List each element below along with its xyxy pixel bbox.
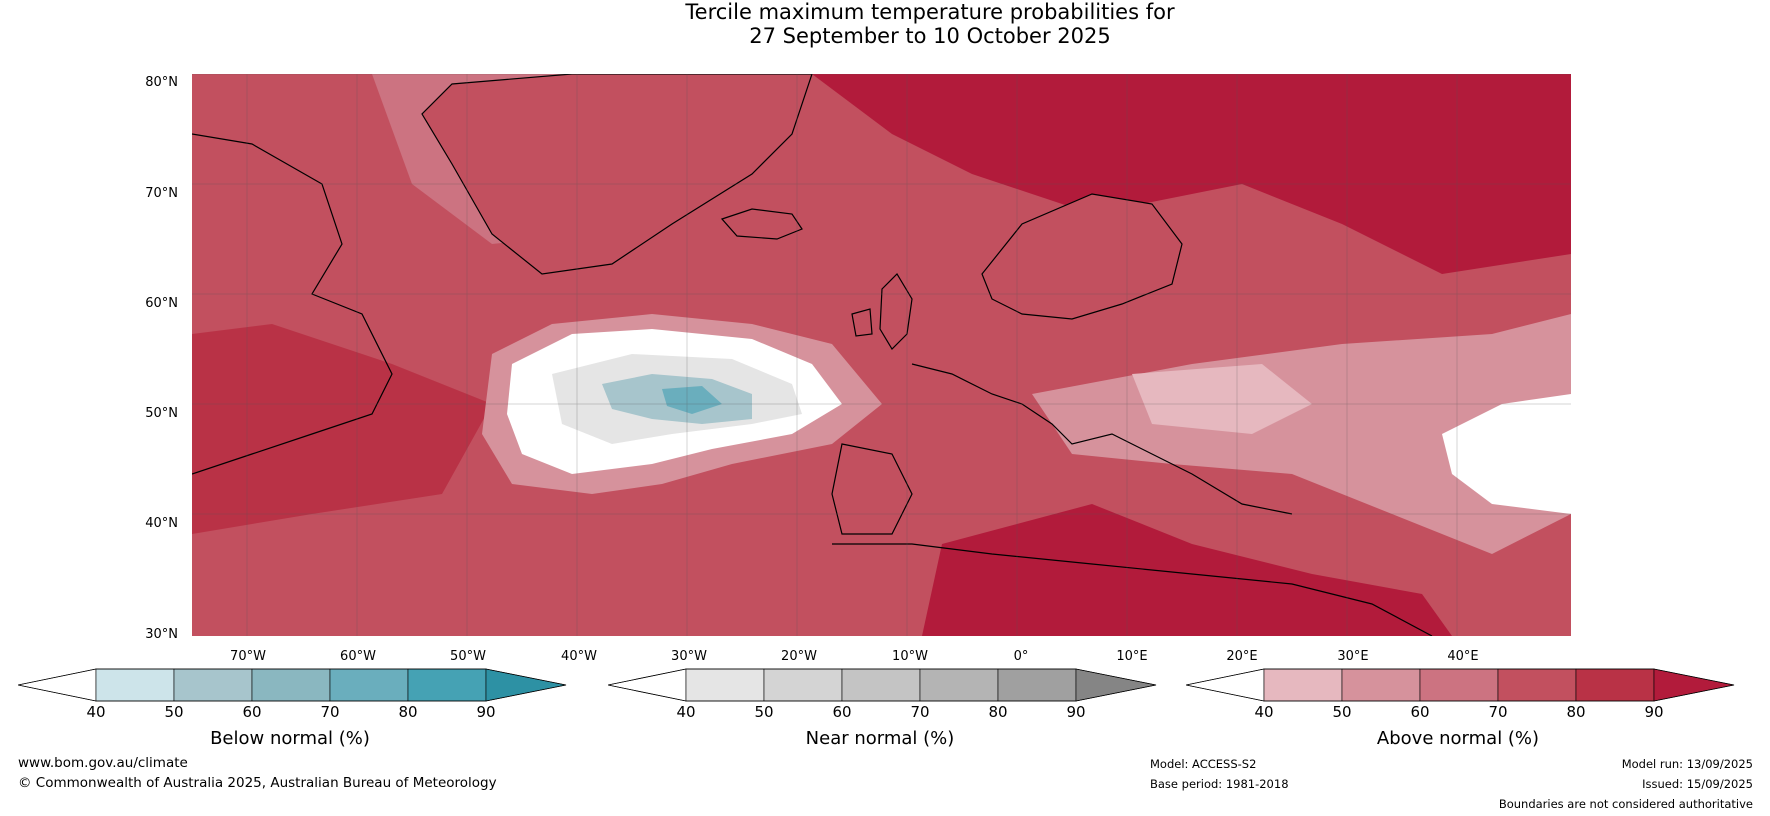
colorbar-below-tick-90: 90 bbox=[476, 703, 496, 721]
colorbar-near-normal-bin-1 bbox=[685, 668, 765, 702]
colorbar-above-normal-bin-5 bbox=[1575, 668, 1655, 702]
colorbar-above-tick-60: 60 bbox=[1410, 703, 1430, 721]
colorbar-near-normal bbox=[608, 668, 1157, 702]
colorbar-near-tick-90: 90 bbox=[1066, 703, 1086, 721]
colorbar-above-normal-bin-3 bbox=[1419, 668, 1499, 702]
lat-label-60n: 60°N bbox=[145, 296, 178, 311]
lon-label-50w: 50°W bbox=[450, 649, 486, 664]
footer-website: www.bom.gov.au/climate bbox=[18, 755, 188, 771]
lon-label-60w: 60°W bbox=[340, 649, 376, 664]
colorbar-near-normal-outline bbox=[608, 668, 1157, 702]
colorbar-below-tick-60: 60 bbox=[242, 703, 262, 721]
colorbar-near-normal-bin-2 bbox=[763, 668, 843, 702]
lat-label-50n: 50°N bbox=[145, 406, 178, 421]
lat-label-80n: 80°N bbox=[145, 75, 178, 90]
coast-europe bbox=[911, 363, 1293, 515]
colorbar-below-title: Below normal (%) bbox=[210, 728, 370, 749]
colorbar-below-normal-outline bbox=[18, 668, 567, 702]
lon-label-40w: 40°W bbox=[561, 649, 597, 664]
colorbar-near-tick-60: 60 bbox=[832, 703, 852, 721]
colorbar-above-title: Above normal (%) bbox=[1376, 728, 1540, 749]
footer-copyright: © Commonwealth of Australia 2025, Austra… bbox=[18, 775, 497, 791]
map-title-line2: 27 September to 10 October 2025 bbox=[749, 24, 1111, 48]
land-scandinavia bbox=[981, 193, 1183, 320]
region-europe-lighter bbox=[1132, 364, 1312, 434]
colorbar-above-normal-bin-2 bbox=[1341, 668, 1421, 702]
colorbar-above-tick-70: 70 bbox=[1488, 703, 1508, 721]
colorbar-above-normal-under bbox=[1186, 668, 1265, 702]
colorbar-above-normal-bin-4 bbox=[1497, 668, 1577, 702]
lon-label-30e: 30°E bbox=[1337, 649, 1369, 664]
footer-model: Model: ACCESS-S2 bbox=[1150, 757, 1257, 771]
lat-label-40n: 40°N bbox=[145, 516, 178, 531]
colorbar-near-title: Near normal (%) bbox=[805, 728, 955, 749]
footer-base-period: Base period: 1981-2018 bbox=[1150, 777, 1289, 791]
colorbar-below-tick-70: 70 bbox=[320, 703, 340, 721]
lon-label-0: 0° bbox=[1013, 649, 1029, 664]
colorbar-above-tick-90: 90 bbox=[1644, 703, 1664, 721]
colorbar-near-normal-over bbox=[1075, 668, 1157, 702]
lon-label-30w: 30°W bbox=[671, 649, 707, 664]
coast-africa bbox=[832, 543, 1433, 636]
colorbar-near-tick-50: 50 bbox=[754, 703, 774, 721]
land-ireland bbox=[851, 308, 873, 337]
lon-label-10w: 10°W bbox=[892, 649, 928, 664]
colorbar-above-tick-80: 80 bbox=[1566, 703, 1586, 721]
coast-iberia bbox=[831, 443, 913, 535]
colorbar-near-tick-40: 40 bbox=[676, 703, 696, 721]
colorbar-near-normal-bin-3 bbox=[841, 668, 921, 702]
colorbar-above-tick-50: 50 bbox=[1332, 703, 1352, 721]
lon-label-40e: 40°E bbox=[1447, 649, 1479, 664]
colorbar-above-tick-40: 40 bbox=[1254, 703, 1274, 721]
colorbar-below-normal-bin-4 bbox=[329, 668, 409, 702]
region-atlantic-below-strong bbox=[662, 386, 722, 414]
lon-label-70w: 70°W bbox=[230, 649, 266, 664]
lon-label-10e: 10°E bbox=[1116, 649, 1148, 664]
region-caspian-white bbox=[1442, 394, 1571, 514]
lon-label-20w: 20°W bbox=[781, 649, 817, 664]
map-title: Tercile maximum temperature probabilitie… bbox=[430, 0, 1430, 48]
colorbar-below-tick-80: 80 bbox=[398, 703, 418, 721]
colorbar-near-tick-70: 70 bbox=[910, 703, 930, 721]
colorbar-near-normal-bin-4 bbox=[919, 668, 999, 702]
colorbar-below-tick-40: 40 bbox=[86, 703, 106, 721]
lat-label-70n: 70°N bbox=[145, 186, 178, 201]
colorbar-below-normal-bin-5 bbox=[407, 668, 487, 702]
colorbar-below-normal-bin-2 bbox=[173, 668, 253, 702]
map-title-line1: Tercile maximum temperature probabilitie… bbox=[685, 0, 1175, 24]
coast-north-america bbox=[192, 133, 393, 475]
footer-disclaimer: Boundaries are not considered authoritat… bbox=[1498, 797, 1753, 811]
colorbar-above-normal-bin-1 bbox=[1263, 668, 1343, 702]
colorbar-below-tick-50: 50 bbox=[164, 703, 184, 721]
map-graticule bbox=[192, 74, 1571, 636]
probability-map bbox=[192, 74, 1571, 636]
colorbar-above-normal-outline bbox=[1186, 668, 1735, 702]
land-iceland bbox=[720, 208, 803, 240]
colorbar-below-normal-under bbox=[18, 668, 97, 702]
lat-label-30n: 30°N bbox=[145, 627, 178, 642]
colorbar-near-normal-bin-5 bbox=[997, 668, 1077, 702]
colorbar-below-normal bbox=[18, 668, 567, 702]
colorbar-below-normal-bin-1 bbox=[95, 668, 175, 702]
footer-issued: Issued: 15/09/2025 bbox=[1642, 777, 1753, 791]
footer-model-run: Model run: 13/09/2025 bbox=[1621, 757, 1753, 771]
colorbar-above-normal-over bbox=[1653, 668, 1735, 702]
region-north-dark bbox=[812, 74, 1571, 274]
map-canvas bbox=[192, 74, 1571, 636]
region-africa-dark bbox=[922, 504, 1452, 636]
region-west-dark bbox=[192, 324, 492, 534]
colorbar-near-normal-under bbox=[608, 668, 687, 702]
colorbar-near-tick-80: 80 bbox=[988, 703, 1008, 721]
colorbar-below-normal-over bbox=[485, 668, 567, 702]
lon-label-20e: 20°E bbox=[1226, 649, 1258, 664]
colorbar-below-normal-bin-3 bbox=[251, 668, 331, 702]
colorbar-above-normal bbox=[1186, 668, 1735, 702]
